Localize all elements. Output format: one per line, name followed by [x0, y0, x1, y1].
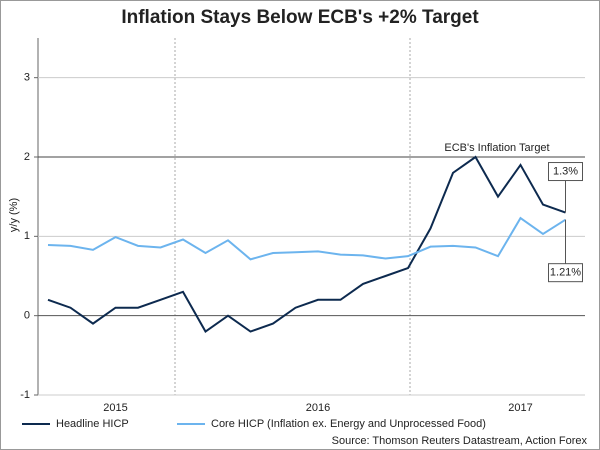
y-axis-label: y/y (%) — [8, 198, 20, 232]
legend-label: Headline HICP — [56, 418, 129, 430]
y-tick-label: 2 — [24, 151, 30, 163]
y-tick-label: 1 — [24, 230, 30, 242]
label-box — [548, 162, 583, 182]
chart-title: Inflation Stays Below ECB's +2% Target — [121, 7, 479, 28]
y-tick-label: 0 — [24, 310, 30, 322]
x-tick-label: 2016 — [306, 402, 330, 414]
x-tick-label: 2015 — [103, 402, 127, 414]
x-tick-label: 2017 — [508, 402, 532, 414]
series-line — [47, 155, 566, 333]
series-line — [47, 216, 567, 261]
y-tick-label: -1 — [20, 389, 30, 401]
legend-label: Core HICP (Inflation ex. Energy and Unpr… — [211, 418, 486, 430]
data-label: 1.21% — [550, 267, 581, 279]
label-box — [548, 263, 583, 283]
data-label: 1.3% — [553, 165, 578, 177]
source: Source: Thomson Reuters Datastream, Acti… — [332, 435, 588, 447]
y-tick-label: 3 — [24, 72, 30, 84]
target-label: ECB's Inflation Target — [444, 142, 549, 154]
